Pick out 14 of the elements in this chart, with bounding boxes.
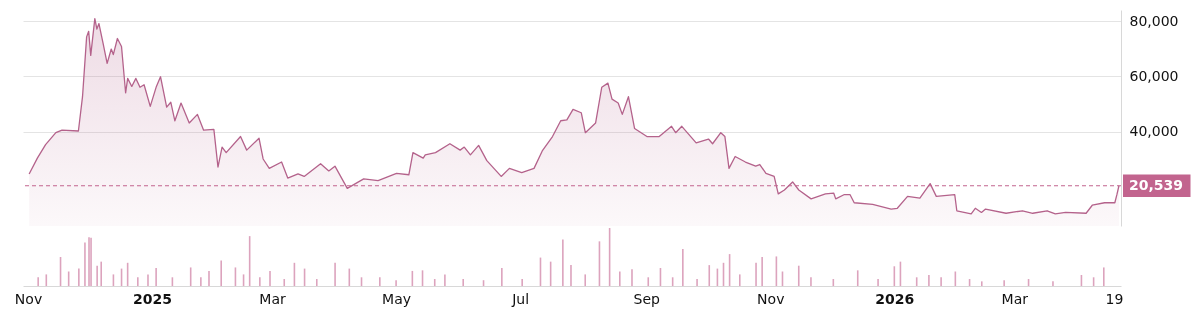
x-tick-label: 2026: [875, 290, 915, 307]
y-tick-label: 40,000: [1129, 123, 1179, 140]
x-tick-label: 2025: [133, 290, 173, 307]
x-tick-label: Sep: [633, 290, 661, 307]
y-tick-label: 60,000: [1129, 67, 1179, 84]
x-tick-label: Nov: [757, 290, 785, 307]
x-tick-label: Mar: [259, 290, 286, 307]
x-tick-label: Nov: [14, 290, 43, 307]
ref-line-label: 20,539: [1129, 176, 1184, 193]
y-tick-label: 80,000: [1129, 12, 1179, 29]
x-tick-label: 19: [1105, 290, 1124, 307]
x-tick-label: Jul: [511, 290, 530, 307]
x-tick-label: Mar: [1001, 290, 1029, 307]
x-tick-label: May: [382, 290, 412, 307]
